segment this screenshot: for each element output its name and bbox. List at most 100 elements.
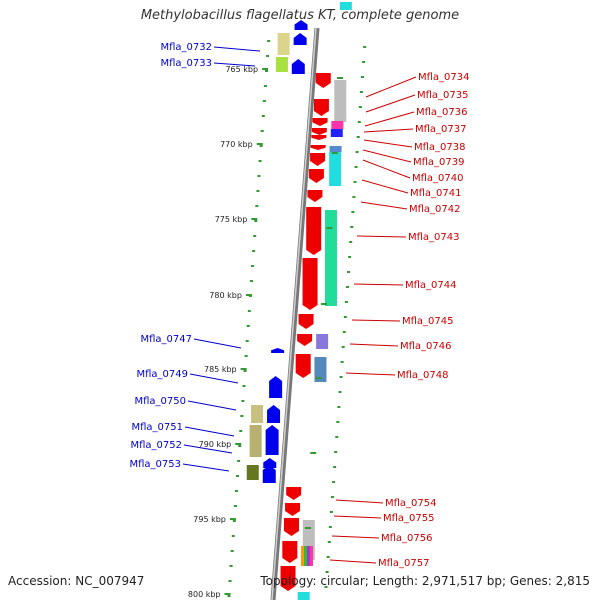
tick-label: 795 kbp (193, 515, 226, 524)
ring-dot (263, 85, 267, 87)
feature-box (275, 57, 288, 72)
reverse-gene-label: Mfla_0748 (397, 370, 449, 381)
reverse-gene-label: Mfla_0737 (415, 124, 467, 135)
ring-dot (246, 325, 250, 327)
reverse-cds-arrow (283, 518, 299, 536)
ring-dot (249, 280, 253, 282)
ring-dot (239, 430, 243, 432)
reverse-gene-label: Mfla_0745 (402, 316, 454, 327)
ring-dot (243, 370, 247, 372)
ring-dot (264, 70, 268, 72)
tick-mark (229, 518, 236, 520)
forward-gene-label: Mfla_0752 (130, 440, 182, 451)
forward-gene-label: Mfla_0750 (134, 396, 186, 407)
ring-dot (257, 175, 261, 177)
ring-dot (334, 451, 338, 453)
ring-dot (324, 586, 328, 588)
gene-leader-line (362, 149, 412, 163)
reverse-gene-label: Mfla_0738 (414, 142, 466, 153)
gene-leader-line (213, 62, 256, 67)
reverse-cds-arrow (315, 73, 331, 88)
reverse-gene-label: Mfla_0744 (405, 280, 457, 291)
reverse-cds-arrow (310, 153, 326, 166)
gene-leader-line (353, 283, 404, 286)
tick-mark (235, 443, 242, 445)
tick-mark (251, 218, 258, 220)
strand-tick (315, 377, 322, 379)
gene-leader-line (193, 338, 242, 349)
feature-box (309, 546, 313, 566)
forward-gene-label: Mfla_0733 (160, 58, 212, 69)
forward-gene-label: Mfla_0732 (160, 42, 212, 53)
reverse-gene-label: Mfla_0734 (418, 72, 470, 83)
reverse-gene-label: Mfla_0756 (381, 533, 433, 544)
reverse-gene-label: Mfla_0741 (410, 188, 462, 199)
forward-cds-arrow (267, 405, 281, 423)
ring-dot (351, 211, 355, 213)
feature-box (300, 546, 304, 566)
ring-dot (253, 235, 257, 237)
ring-dot (237, 460, 241, 462)
strand-tick (310, 452, 317, 454)
ring-dot (358, 106, 362, 108)
ring-dot (352, 196, 356, 198)
ring-dot (363, 46, 367, 48)
feature-box (246, 465, 259, 480)
ring-dot (341, 346, 345, 348)
ring-dot (330, 496, 334, 498)
genome-backbone (270, 27, 320, 600)
tick-label: 790 kbp (199, 440, 232, 449)
gene-leader-line (333, 515, 382, 519)
ring-dot (266, 55, 270, 57)
forward-cds-arrow (262, 465, 276, 483)
gene-leader-line (184, 426, 235, 437)
ring-dot (328, 526, 332, 528)
ring-dot (238, 445, 242, 447)
ring-dot (252, 250, 256, 252)
feature-box (329, 146, 342, 152)
gene-leader-line (365, 94, 416, 113)
reverse-cds-arrow (302, 258, 318, 310)
ring-dot (230, 550, 234, 552)
tick-mark (240, 368, 247, 370)
gene-leader-line (335, 499, 384, 504)
feature-box (339, 2, 352, 10)
ring-dot (357, 121, 361, 123)
reverse-cds-arrow (297, 334, 313, 346)
reverse-cds-arrow (311, 135, 327, 140)
ring-dot (262, 100, 266, 102)
ring-dot (227, 595, 231, 597)
ring-dot (350, 226, 354, 228)
gene-leader-line (363, 139, 413, 148)
ring-dot (344, 301, 348, 303)
reverse-cds-arrow (308, 169, 324, 183)
forward-cds-arrow (271, 348, 285, 353)
accession-text: Accession: NC_007947 (8, 574, 145, 588)
forward-gene-label: Mfla_0753 (129, 459, 181, 470)
feature-box (306, 546, 310, 566)
reverse-gene-label: Mfla_0743 (408, 232, 460, 243)
feature-box (329, 152, 342, 186)
reverse-gene-label: Mfla_0742 (409, 204, 461, 215)
reverse-cds-arrow (286, 487, 302, 500)
reverse-cds-arrow (311, 128, 327, 135)
ring-dot (349, 241, 353, 243)
tick-label: 780 kbp (209, 291, 242, 300)
gene-leader-line (362, 159, 411, 179)
gene-leader-line (361, 179, 409, 194)
gene-leader-line (363, 128, 414, 133)
gene-leader-line (331, 535, 380, 539)
ring-dot (231, 535, 235, 537)
feature-box (314, 357, 327, 382)
tick-mark (224, 593, 231, 595)
reverse-cds-arrow (285, 503, 301, 516)
ring-dot (326, 556, 330, 558)
ring-dot (242, 385, 246, 387)
gene-leader-line (329, 559, 377, 564)
reverse-cds-arrow (306, 207, 322, 255)
ring-dot (348, 256, 352, 258)
ring-dot (329, 511, 333, 513)
reverse-gene-label: Mfla_0736 (416, 107, 468, 118)
reverse-cds-arrow (282, 541, 298, 563)
